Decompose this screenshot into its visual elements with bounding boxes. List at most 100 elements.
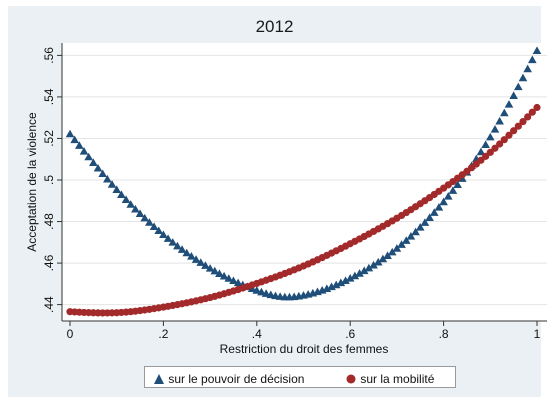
decision-point: [392, 244, 402, 252]
decision-point: [453, 180, 462, 189]
decision-point: [359, 266, 369, 275]
decision-point: [514, 82, 523, 91]
mobilite-point: [496, 140, 504, 148]
triangle-marker-icon: [154, 373, 164, 384]
decision-point: [196, 258, 206, 266]
decision-point: [495, 116, 504, 125]
legend-item-mobilite: sur la mobilité: [345, 371, 434, 386]
decision-point: [509, 91, 518, 100]
mobilite-point: [486, 148, 494, 156]
decision-point: [373, 257, 383, 266]
decision-point: [65, 129, 75, 138]
x-tick-label: .4: [252, 327, 262, 341]
decision-point: [168, 238, 178, 246]
decision-point: [336, 278, 346, 287]
decision-point: [476, 147, 486, 156]
decision-point: [532, 46, 542, 55]
decision-point: [420, 218, 430, 226]
circle-marker-icon: [346, 374, 356, 384]
decision-point: [131, 204, 140, 213]
axes: .44 .46 .48 .5 .52 .54 .56 0 .2 .4 .6 .8 1: [42, 43, 547, 341]
decision-point: [219, 271, 229, 280]
decision-point: [201, 261, 210, 269]
mobilite-point: [514, 122, 522, 130]
mobilite-point: [510, 127, 518, 135]
mobilite-point: [482, 152, 490, 160]
mobilite-point: [500, 136, 508, 144]
decision-point: [224, 274, 234, 282]
decision-point: [257, 287, 266, 296]
decision-point: [154, 226, 164, 235]
mobilite-point: [524, 113, 532, 121]
decision-point: [439, 197, 448, 206]
decision-point: [98, 169, 107, 178]
decision-point: [149, 222, 159, 230]
decision-point: [163, 234, 173, 242]
data-marks: [65, 46, 542, 317]
decision-point: [252, 286, 262, 294]
decision-point: [70, 135, 79, 144]
x-tick-label: .2: [158, 327, 168, 341]
decision-point: [187, 252, 196, 260]
decision-point: [429, 208, 439, 216]
decision-point: [173, 241, 182, 250]
y-tick-label: .54: [42, 88, 56, 105]
decision-point: [331, 280, 341, 289]
decision-point: [126, 200, 136, 208]
x-tick-label: 0: [67, 327, 74, 341]
decision-point: [261, 289, 271, 297]
decision-point: [415, 223, 425, 231]
decision-point: [345, 274, 355, 282]
decision-point: [79, 147, 89, 155]
decision-point: [411, 227, 420, 236]
mobilite-point: [491, 144, 499, 152]
decision-point: [177, 245, 187, 253]
decision-point: [378, 254, 388, 263]
decision-point: [117, 190, 126, 199]
decision-point: [443, 192, 453, 200]
decision-point: [504, 100, 514, 108]
y-tick-label: .48: [42, 213, 56, 230]
decision-point: [500, 108, 509, 117]
decision-point: [490, 124, 500, 133]
legend-item-decision: sur le pouvoir de décision: [153, 371, 304, 386]
decision-point: [182, 248, 192, 257]
decision-point: [112, 185, 121, 193]
decision-point: [135, 209, 145, 217]
decision-point: [448, 186, 458, 194]
decision-point: [89, 158, 98, 166]
decision-point: [341, 276, 350, 284]
legend: sur le pouvoir de décision sur la mobili…: [144, 366, 456, 388]
mobilite-point: [519, 117, 527, 126]
decision-point: [229, 276, 238, 285]
y-tick-label: .5: [42, 175, 56, 185]
y-tick-label: .56: [42, 47, 56, 64]
mobilite-point: [533, 103, 541, 112]
decision-point: [486, 132, 495, 141]
decision-point: [215, 269, 224, 277]
decision-point: [121, 195, 131, 203]
decision-point: [397, 240, 406, 248]
decision-point: [387, 247, 397, 256]
legend-label-mobilite: sur la mobilité: [360, 371, 435, 386]
decision-point: [425, 213, 434, 221]
x-tick-label: .6: [345, 327, 355, 341]
decision-point: [107, 180, 117, 188]
decision-point: [406, 232, 416, 240]
decision-point: [364, 263, 374, 272]
y-tick-label: .52: [42, 130, 56, 147]
decision-point: [355, 269, 364, 277]
x-tick-label: 1: [534, 327, 541, 341]
decision-point: [145, 218, 154, 226]
decision-point: [350, 271, 360, 280]
mobilite-point: [528, 108, 536, 116]
x-axis-label: Restriction du droit des femmes: [220, 342, 389, 356]
y-axis-label: Acceptation de la violence: [25, 112, 39, 252]
decision-point: [210, 266, 220, 275]
chart-title: 2012: [255, 17, 294, 36]
decision-point: [103, 174, 112, 183]
y-tick-label: .44: [42, 296, 56, 313]
decision-point: [369, 260, 378, 269]
decision-point: [481, 140, 490, 148]
decision-point: [383, 251, 392, 259]
